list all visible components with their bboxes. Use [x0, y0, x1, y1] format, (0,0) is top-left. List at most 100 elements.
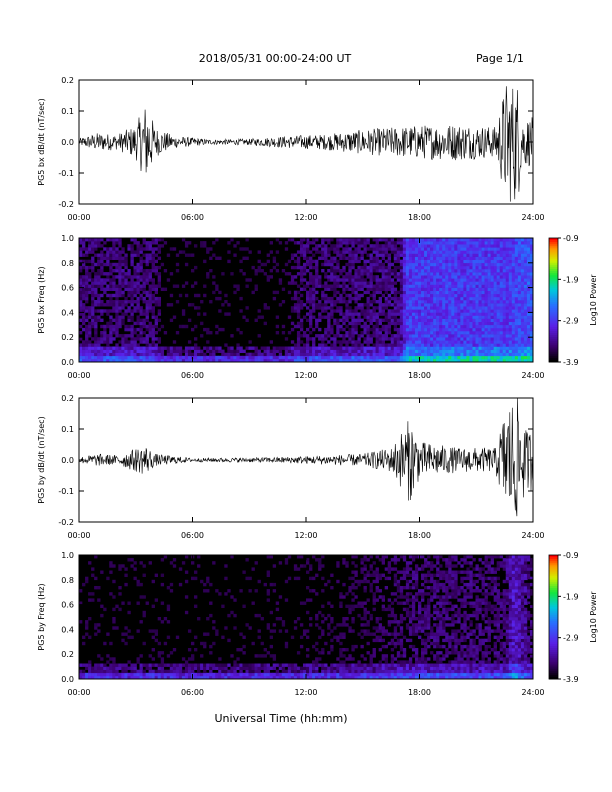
heatmap-cell	[354, 331, 358, 335]
heatmap-cell	[91, 343, 95, 347]
heatmap-cell	[417, 256, 422, 260]
heatmap-cell	[139, 340, 143, 344]
heatmap-cell	[112, 309, 116, 313]
heatmap-cell	[499, 272, 504, 276]
heatmap-cell	[330, 303, 334, 307]
heatmap-cell	[427, 278, 431, 282]
heatmap-cell	[151, 672, 155, 677]
heatmap-cell	[529, 358, 534, 363]
heatmap-cell	[312, 349, 316, 353]
heatmap-cell	[248, 355, 252, 360]
heatmap-cell	[293, 666, 298, 670]
heatmap-cell	[505, 343, 510, 347]
heatmap-cell	[490, 318, 494, 322]
heatmap-cell	[312, 284, 316, 288]
heatmap-cell	[106, 275, 110, 279]
heatmap-cell	[333, 355, 337, 360]
heatmap-cell	[402, 296, 407, 301]
heatmap-cell	[157, 265, 162, 270]
heatmap-cell	[402, 331, 407, 335]
heatmap-cell	[390, 244, 395, 248]
heatmap-cell	[375, 327, 379, 332]
heatmap-cell	[448, 253, 452, 257]
heatmap-cell	[366, 337, 370, 341]
heatmap-cell	[79, 318, 83, 322]
heatmap-cell	[523, 281, 528, 285]
heatmap-cell	[439, 349, 443, 353]
heatmap-cell	[160, 672, 165, 677]
heatmap-cell	[133, 663, 137, 667]
heatmap-cell	[151, 287, 155, 291]
heatmap-cell	[529, 284, 534, 288]
heatmap-cell	[296, 355, 301, 360]
heatmap-cell	[157, 340, 162, 344]
heatmap-cell	[309, 315, 313, 319]
heatmap-cell	[454, 324, 458, 329]
heatmap-cell	[448, 306, 452, 310]
heatmap-cell	[299, 340, 304, 344]
heatmap-cell	[445, 349, 449, 353]
heatmap-cell	[88, 561, 92, 565]
heatmap-cell	[460, 324, 464, 329]
heatmap-cell	[417, 281, 422, 285]
heatmap-cell	[387, 312, 392, 316]
heatmap-cell	[133, 675, 137, 680]
heatmap-cell	[112, 663, 116, 667]
heatmap-cell	[381, 312, 385, 316]
heatmap-cell	[272, 296, 277, 301]
heatmap-cell	[436, 312, 440, 316]
heatmap-cell	[227, 663, 231, 667]
heatmap-cell	[266, 626, 270, 630]
heatmap-cell	[475, 278, 479, 282]
heatmap-cell	[511, 281, 516, 285]
heatmap-cell	[387, 300, 392, 304]
heatmap-cell	[269, 340, 274, 344]
heatmap-cell	[505, 238, 510, 242]
heatmap-cell	[278, 561, 283, 565]
heatmap-cell	[417, 269, 422, 273]
heatmap-cell	[484, 349, 488, 353]
heatmap-cell	[275, 331, 280, 335]
heatmap-cell	[284, 241, 289, 245]
heatmap-cell	[166, 620, 171, 624]
heatmap-cell	[399, 238, 404, 242]
heatmap-cell	[396, 331, 401, 335]
heatmap-cell	[375, 358, 379, 363]
heatmap-cell	[478, 253, 482, 257]
heatmap-cell	[460, 318, 464, 322]
heatmap-cell	[106, 247, 110, 251]
heatmap-cell	[139, 321, 143, 326]
heatmap-cell	[203, 312, 207, 316]
heatmap-cell	[145, 306, 149, 310]
heatmap-cell	[445, 265, 449, 270]
heatmap-cell	[520, 250, 525, 254]
heatmap-cell	[417, 290, 422, 295]
heatmap-cell	[218, 327, 222, 332]
heatmap-cell	[445, 256, 449, 260]
heatmap-cell	[160, 346, 165, 350]
heatmap-cell	[218, 349, 222, 353]
heatmap-cell	[299, 321, 304, 326]
heatmap-cell	[481, 334, 485, 338]
heatmap-cell	[505, 346, 510, 350]
heatmap-cell	[387, 355, 392, 360]
heatmap-cell	[321, 290, 325, 295]
heatmap-cell	[369, 312, 373, 316]
heatmap-cell	[339, 250, 343, 254]
heatmap-cell	[109, 331, 113, 335]
heatmap-cell	[399, 247, 404, 251]
heatmap-cell	[514, 275, 519, 279]
heatmap-cell	[88, 669, 92, 674]
heatmap-cell	[154, 632, 158, 636]
heatmap-cell	[124, 582, 128, 587]
heatmap-cell	[417, 259, 422, 264]
heatmap-cell	[499, 253, 504, 257]
heatmap-cell	[154, 241, 158, 245]
heatmap-cell	[408, 272, 413, 276]
heatmap-cell	[421, 265, 425, 270]
heatmap-cell	[469, 238, 473, 242]
heatmap-cell	[493, 238, 497, 242]
y-tick-label: 0.1	[61, 425, 74, 434]
heatmap-cell	[342, 334, 346, 338]
heatmap-cell	[363, 265, 367, 270]
